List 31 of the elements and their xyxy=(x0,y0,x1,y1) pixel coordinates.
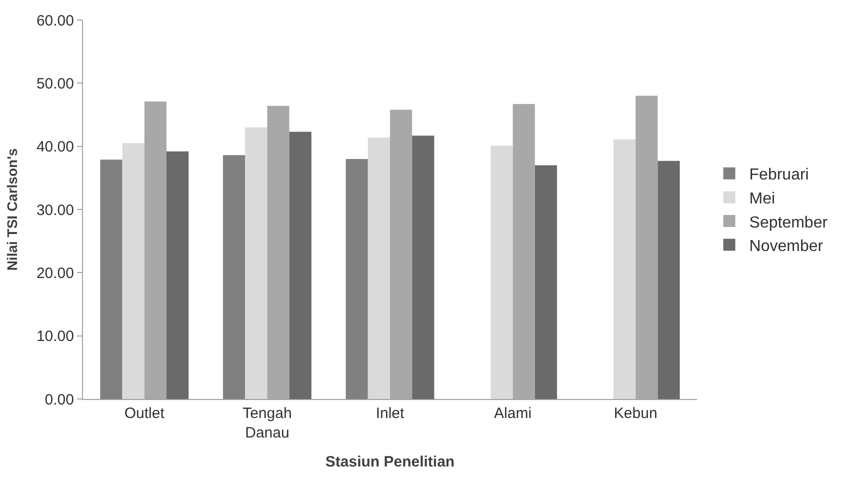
y-tick-label: 30.00 xyxy=(36,202,74,219)
bar xyxy=(222,155,246,399)
bar xyxy=(534,165,558,399)
x-tick-label: Alami xyxy=(494,405,532,422)
bar xyxy=(614,139,636,399)
bar xyxy=(412,136,434,399)
legend-label: September xyxy=(749,214,828,232)
x-axis-title: Stasiun Penelitian xyxy=(325,454,455,470)
y-tick-label: 20.00 xyxy=(36,264,74,282)
x-tick-label: Kebun xyxy=(614,405,658,422)
x-tick-label: Tengah Danau xyxy=(242,405,292,442)
bar xyxy=(346,158,368,399)
bar xyxy=(166,151,189,399)
legend-label: Mei xyxy=(749,190,776,208)
bar xyxy=(368,137,390,399)
y-axis-title: Nilai TSI Carlson's xyxy=(4,148,20,271)
x-tick-label: Inlet xyxy=(376,405,406,422)
legend-label: Februari xyxy=(749,166,809,184)
bar xyxy=(245,127,268,399)
legend-label: November xyxy=(749,238,824,256)
bar xyxy=(289,132,312,399)
bar xyxy=(122,143,144,399)
y-tick-label: 0.00 xyxy=(44,391,74,408)
bar xyxy=(658,160,680,399)
y-tick-label: 40.00 xyxy=(36,138,74,156)
y-tick-label: 10.00 xyxy=(36,328,74,346)
x-tick-label: Outlet xyxy=(124,405,166,422)
y-tick-label: 60.00 xyxy=(36,12,74,30)
bar xyxy=(100,160,122,399)
bar xyxy=(490,146,513,399)
y-tick-label: 50.00 xyxy=(36,75,74,92)
